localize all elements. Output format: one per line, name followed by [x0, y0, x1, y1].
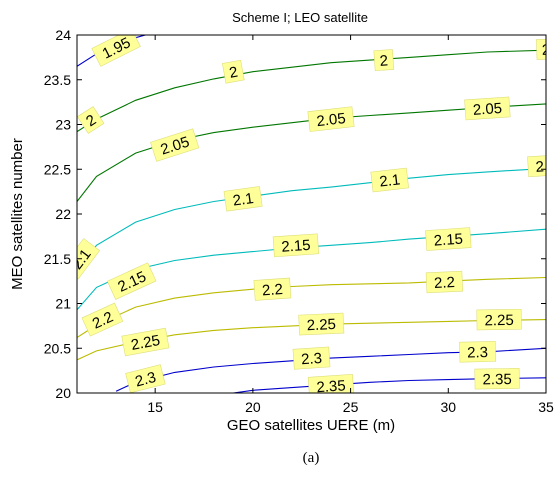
contour-label-text: 2.3	[467, 344, 488, 361]
contour-line-2.05	[77, 103, 546, 202]
contour-label: 2.15	[272, 233, 320, 258]
contour-label-box	[125, 364, 166, 393]
contour-label-box	[253, 277, 292, 301]
x-axis-label: GEO satellites UERE (m)	[227, 417, 395, 434]
contour-label-box	[150, 128, 200, 162]
contour-label-text: 2.05	[316, 110, 347, 130]
x-tick-label: 20	[245, 399, 261, 415]
contour-label-box	[476, 308, 522, 331]
chart-title: Scheme I; LEO satellite	[232, 10, 368, 25]
contour-label-text: 2.35	[482, 371, 511, 388]
contour-label: 2.25	[476, 308, 522, 331]
y-tick-label: 22	[55, 206, 71, 222]
contour-label-text: 2.1	[232, 190, 255, 210]
contour-label-text: 2.3	[133, 369, 157, 391]
contour-label: 2.1	[527, 154, 556, 178]
contour-label: 2.05	[307, 106, 355, 132]
contour-label-text: 2.2	[434, 274, 456, 292]
contour-label-box	[425, 270, 464, 294]
contour-label-box	[106, 262, 157, 300]
y-tick-label: 21.5	[44, 251, 71, 267]
contour-label-box	[373, 49, 395, 72]
y-tick-label: 21	[55, 296, 71, 312]
contour-labels: 1.9522222.052.052.052.12.12.12.12.152.15…	[77, 35, 556, 396]
contour-label-box	[121, 327, 170, 357]
x-axis: 15 20 25 30 35	[147, 35, 554, 415]
contour-line-2	[77, 49, 546, 133]
contour-label-box	[307, 373, 355, 393]
contour-label-text: 2.35	[316, 377, 346, 396]
contour-label-text: 2.2	[261, 281, 283, 299]
contour-label: 2.35	[474, 368, 520, 390]
x-tick-label: 30	[441, 399, 457, 415]
y-tick-label: 20	[55, 385, 71, 401]
contour-label-box	[370, 167, 409, 193]
contour-label-box	[292, 346, 331, 370]
contour-label-text: 2.1	[378, 171, 401, 190]
contour-label: 2.25	[298, 312, 345, 336]
contour-label-box	[91, 35, 141, 67]
contour-label: 2.3	[125, 364, 166, 393]
contour-label-box	[474, 368, 520, 390]
contour-label-box	[425, 227, 472, 251]
contour-label: 2.35	[307, 373, 355, 396]
contour-label: 2.2	[253, 277, 292, 301]
contour-label: 2.1	[370, 167, 409, 193]
y-tick-label: 24	[55, 27, 71, 43]
contour-label: 2.25	[121, 327, 170, 357]
contour-label-box	[527, 154, 546, 178]
y-tick-label: 23.5	[44, 72, 71, 88]
contour-label-box	[223, 186, 263, 212]
contour-label-box	[307, 106, 355, 132]
contour-label: 2	[373, 49, 395, 72]
contour-label-text: 2.3	[301, 350, 323, 368]
contour-label-box	[77, 106, 105, 134]
contour-label-text: 2	[228, 64, 239, 82]
y-tick-label: 23	[55, 117, 71, 133]
y-axis-label: MEO satellites number	[9, 138, 26, 290]
x-tick-label: 15	[147, 399, 163, 415]
contour-label: 2.1	[223, 186, 263, 212]
contour-label: 2.15	[425, 227, 472, 251]
contour-label-text: 2.15	[433, 231, 463, 250]
contour-label-box	[459, 341, 497, 363]
contour-line-2.35	[233, 377, 546, 393]
contour-label-box	[298, 312, 345, 336]
contour-label-text: 2.1	[535, 158, 556, 176]
contour-label-box	[464, 96, 511, 121]
contour-label-box	[272, 233, 320, 258]
contour-label: 2.2	[425, 270, 464, 294]
y-tick-label: 20.5	[44, 340, 71, 356]
contour-line-2.1	[77, 167, 546, 272]
contour-label-text: 2.25	[130, 332, 162, 354]
x-tick-label: 25	[343, 399, 359, 415]
contour-label-text: 2.15	[281, 237, 311, 256]
contour-label: 2.05	[464, 96, 511, 121]
contour-label: 2.3	[459, 341, 497, 363]
y-tick-label: 22.5	[44, 161, 71, 177]
contour-label-text: 2	[379, 52, 388, 70]
contour-label-text: 2.25	[306, 316, 336, 334]
x-tick-label: 35	[538, 399, 554, 415]
contour-label: 2	[77, 106, 105, 134]
figure-caption: (a)	[303, 450, 320, 466]
contour-label-text: 2.25	[484, 312, 513, 329]
contour-label-text: 2.05	[472, 100, 502, 119]
contour-label-box	[81, 302, 124, 337]
contour-label-box	[221, 59, 245, 84]
contour-label-text: 2	[542, 42, 551, 59]
contour-label: 2	[221, 59, 245, 84]
contour-label: 2.3	[292, 346, 331, 370]
